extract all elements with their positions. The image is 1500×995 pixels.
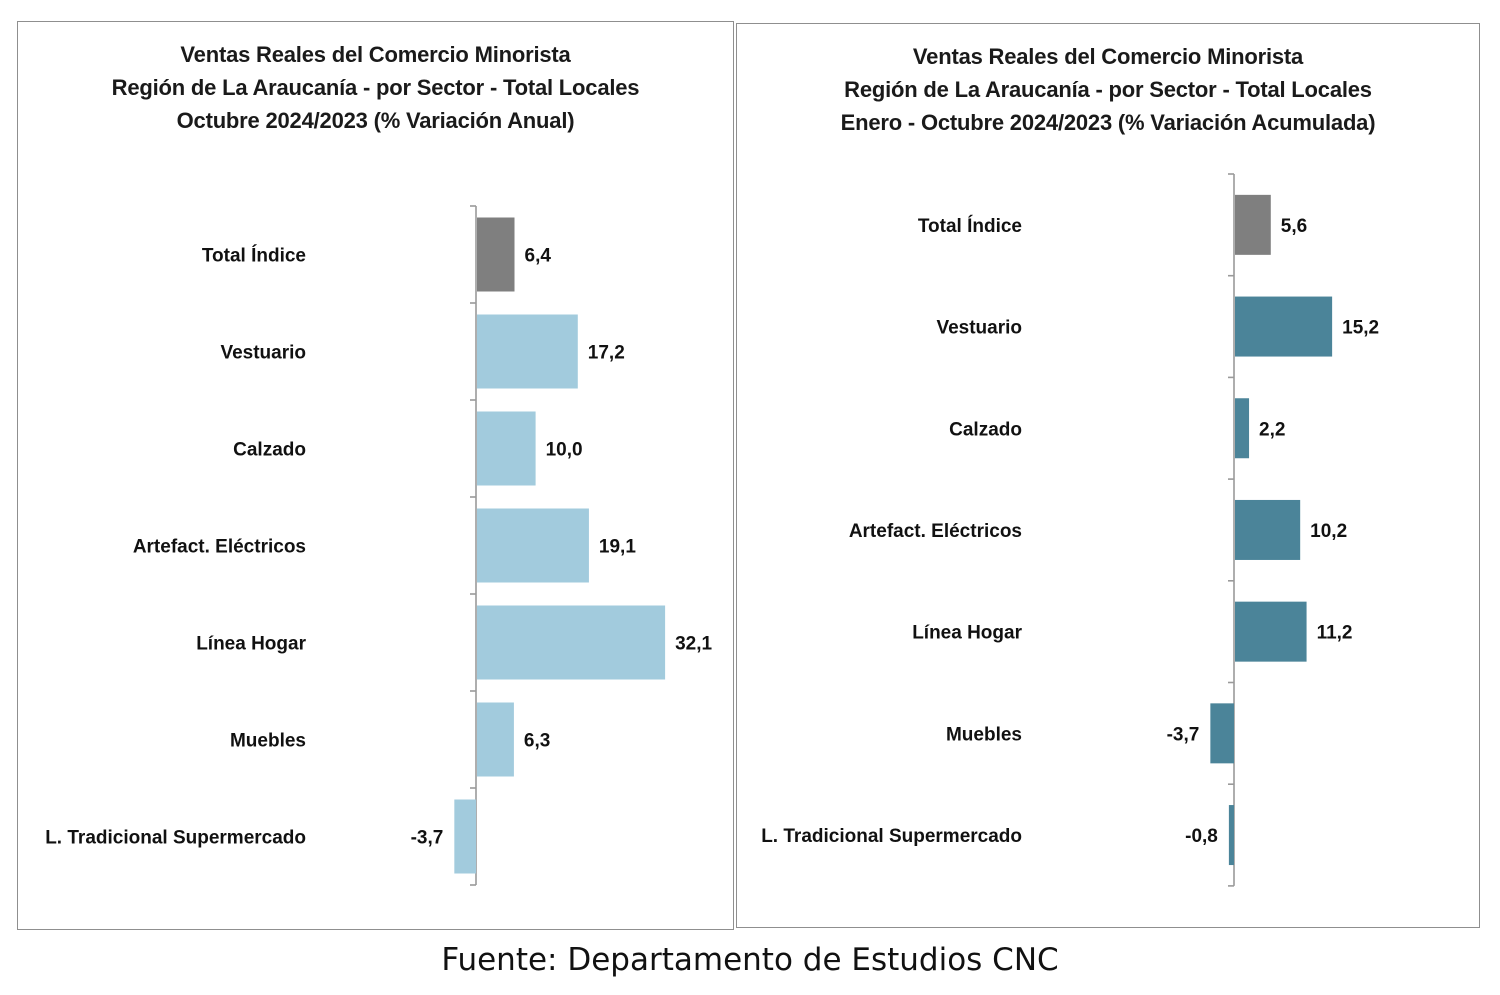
category-label: Muebles — [230, 731, 306, 752]
bar — [454, 799, 476, 874]
bar-chart-cumulative: Total Índice 5,6 Vestuario 15,2 Calzado 2,2 Ar… — [761, 173, 1379, 887]
data-label: 17,2 — [588, 343, 625, 364]
category-label: Línea Hogar — [912, 623, 1022, 644]
data-label: 10,0 — [546, 440, 583, 461]
bar — [477, 314, 578, 389]
category-label: L. Tradicional Supermercado — [45, 828, 306, 849]
data-label: 32,1 — [675, 634, 712, 655]
chart-panel-january-october-cumulative: Ventas Reales del Comercio Minorista Reg… — [736, 23, 1480, 928]
bar — [1235, 601, 1307, 662]
chart-title-line-2: Región de La Araucanía - por Sector - To… — [844, 77, 1372, 102]
data-label: -0,8 — [1185, 826, 1218, 847]
bar — [1228, 805, 1234, 866]
bar — [1235, 398, 1250, 459]
data-label: -3,7 — [411, 828, 444, 849]
source-note: Fuente: Departamento de Estudios CNC — [441, 942, 1059, 978]
data-label: 19,1 — [599, 537, 636, 558]
category-label: Artefact. Eléctricos — [133, 537, 306, 558]
category-label: Artefact. Eléctricos — [849, 521, 1022, 542]
bar — [477, 702, 514, 777]
category-label: Vestuario — [936, 318, 1022, 339]
bar — [1210, 703, 1234, 764]
category-label: Total Índice — [202, 245, 306, 267]
chart-title: Ventas Reales del Comercio Minorista Reg… — [737, 40, 1479, 139]
data-label: 2,2 — [1259, 419, 1285, 440]
chart-title: Ventas Reales del Comercio Minorista Reg… — [18, 38, 733, 137]
bar-chart-annual: Total Índice 6,4 Vestuario 17,2 Calzado 10,0 A… — [45, 205, 713, 886]
bar — [477, 411, 536, 486]
chart-title-line-3: Enero - Octubre 2024/2023 (% Variación A… — [840, 110, 1376, 135]
chart-title-line-3: Octubre 2024/2023 (% Variación Anual) — [176, 108, 575, 133]
data-label: 6,3 — [524, 731, 550, 752]
bar — [477, 605, 666, 680]
chart-title-line-1: Ventas Reales del Comercio Minorista — [912, 44, 1304, 69]
data-label: 5,6 — [1281, 216, 1307, 237]
category-label: Calzado — [233, 440, 306, 461]
chart-title-line-2: Región de La Araucanía - por Sector - To… — [111, 75, 640, 100]
data-label: 10,2 — [1310, 521, 1347, 542]
data-label: -3,7 — [1167, 724, 1200, 745]
category-label: Línea Hogar — [196, 634, 306, 655]
category-label: L. Tradicional Supermercado — [761, 826, 1022, 847]
chart-panel-october-annual: Ventas Reales del Comercio Minorista Reg… — [17, 21, 734, 930]
bar — [1235, 499, 1301, 560]
data-label: 15,2 — [1342, 318, 1379, 339]
data-label: 6,4 — [525, 246, 552, 267]
bar — [1235, 296, 1333, 357]
category-label: Calzado — [949, 419, 1022, 440]
bar — [477, 508, 589, 583]
bar — [1235, 194, 1271, 255]
category-label: Muebles — [946, 724, 1022, 745]
data-label: 11,2 — [1317, 623, 1353, 644]
chart-title-line-1: Ventas Reales del Comercio Minorista — [180, 42, 571, 67]
category-label: Total Índice — [918, 215, 1022, 237]
category-label: Vestuario — [220, 343, 306, 364]
bar — [477, 217, 515, 292]
